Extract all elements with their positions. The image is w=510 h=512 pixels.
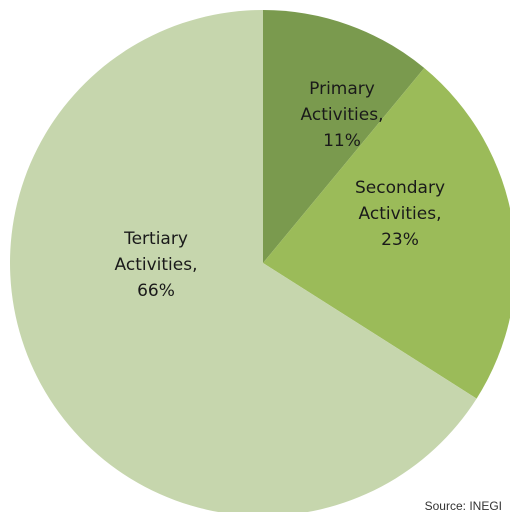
slice-label-secondary-activities: Secondary Activities, 23% [355,178,445,250]
pie-slice-primary-activities [263,10,425,263]
slice-label-tertiary-activities: Tertiary Activities, 66% [115,229,198,301]
source-note: Source: INEGI [425,499,502,512]
pie-slice-secondary-activities [263,68,510,399]
pie-slice-tertiary-activities [10,10,477,512]
slice-label-primary-activities: Primary Activities, 11% [301,79,384,151]
pie-slices [10,10,510,512]
slice-labels: Primary Activities, 11% Secondary Activities… [115,79,446,301]
